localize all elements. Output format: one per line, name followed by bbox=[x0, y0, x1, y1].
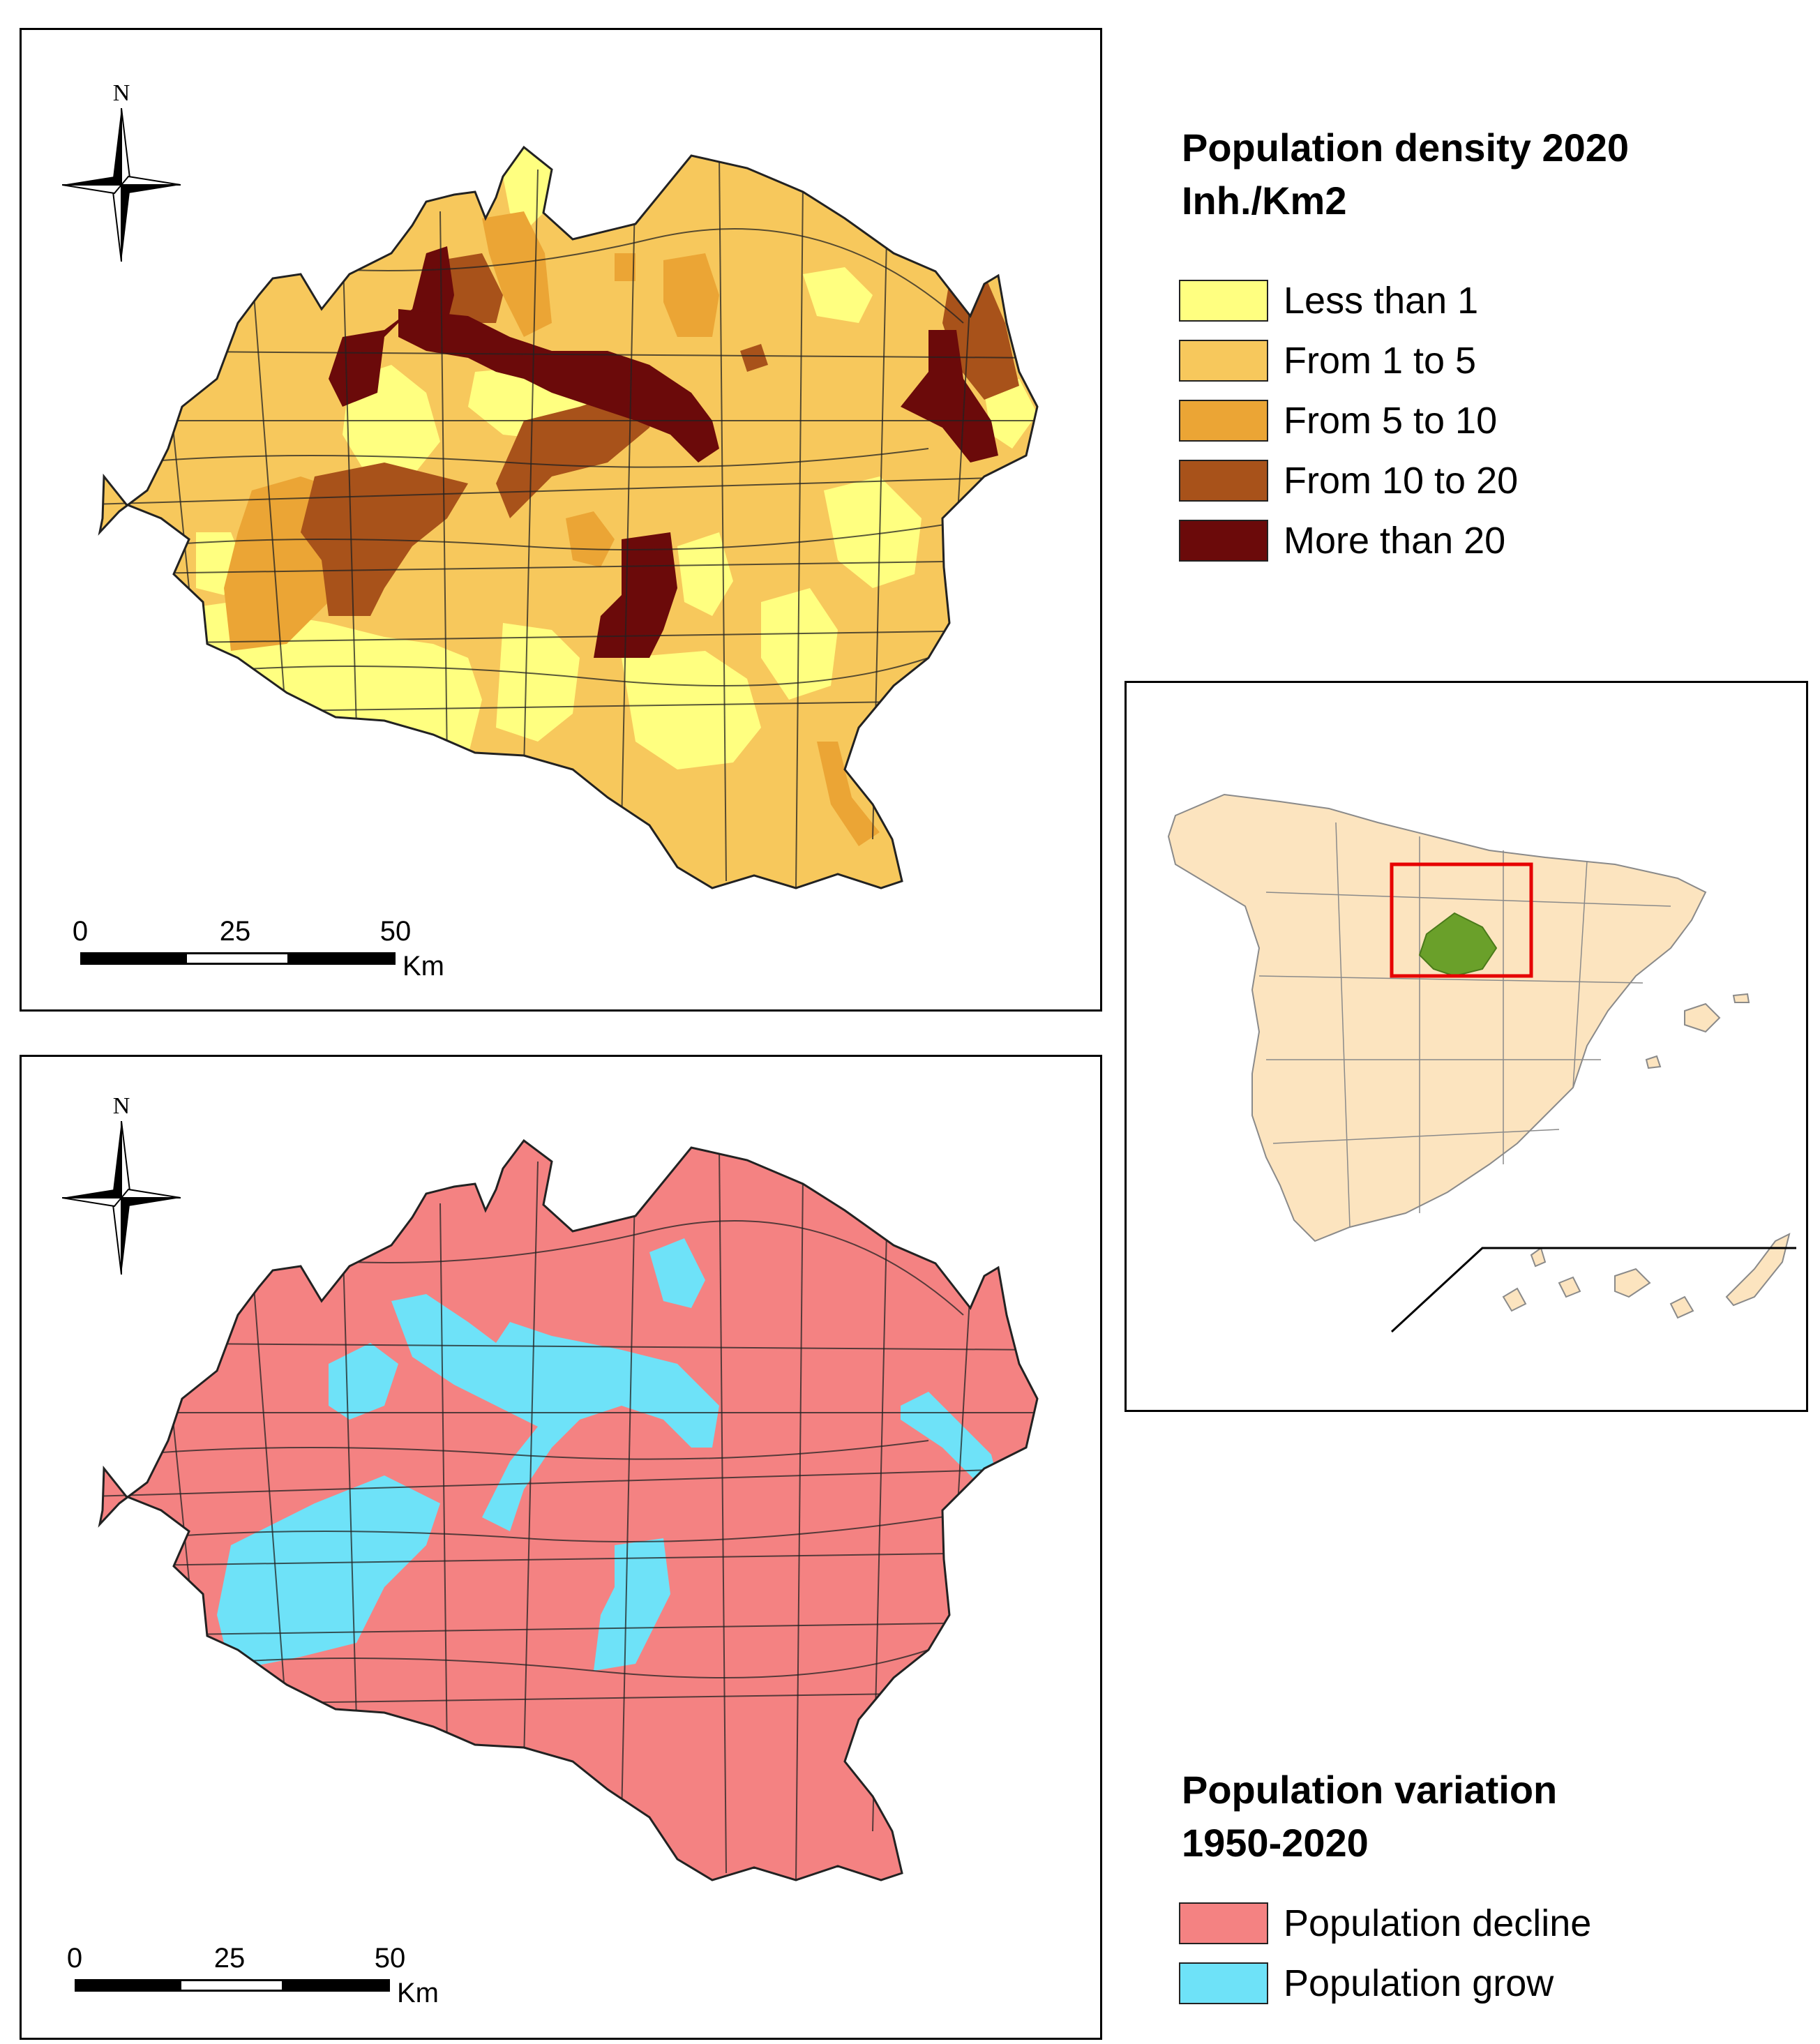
variation-map-frame: N 0 25 50 Km bbox=[20, 1055, 1102, 2040]
canary-island-4 bbox=[1669, 1295, 1694, 1319]
balearic-islands bbox=[1684, 1002, 1721, 1033]
legend-label: Population grow bbox=[1284, 1962, 1554, 2004]
variation-map bbox=[98, 1139, 1039, 1881]
canary-island-1 bbox=[1502, 1287, 1527, 1312]
variation-legend-title-line2: 1950-2020 bbox=[1182, 1821, 1369, 1865]
legend-label: From 10 to 20 bbox=[1284, 460, 1519, 502]
density-legend-title: Population density 2020 Inh./Km2 bbox=[1182, 121, 1629, 227]
legend-item-less-than-1: Less than 1 bbox=[1179, 271, 1518, 331]
legend-swatch bbox=[1179, 520, 1268, 562]
soria-highlight bbox=[1418, 912, 1498, 977]
legend-swatch bbox=[1179, 1902, 1268, 1944]
balearic-island-small bbox=[1732, 993, 1750, 1003]
scale-segment-3 bbox=[289, 952, 396, 965]
density-legend-title-line2: Inh./Km2 bbox=[1182, 179, 1347, 223]
spain-inset-frame bbox=[1125, 681, 1808, 1412]
legend-swatch bbox=[1179, 1962, 1268, 2004]
north-letter: N bbox=[112, 80, 130, 106]
spain-province-lines bbox=[1258, 822, 1671, 1228]
scale-bar: 0 25 50 Km bbox=[55, 1943, 474, 2020]
legend-label: Less than 1 bbox=[1284, 280, 1479, 322]
scale-tick-0: 0 bbox=[72, 916, 89, 947]
canary-divider-line bbox=[1390, 1247, 1796, 1333]
compass-north-arrow: N bbox=[62, 80, 181, 262]
scale-unit: Km bbox=[397, 1978, 439, 2008]
legend-swatch bbox=[1179, 340, 1268, 382]
spain-inset-map bbox=[1167, 793, 1796, 1333]
density-base-fill bbox=[100, 147, 1037, 888]
legend-swatch bbox=[1179, 280, 1268, 322]
legend-item-10-to-20: From 10 to 20 bbox=[1179, 451, 1518, 511]
compass-rose-icon bbox=[62, 108, 181, 262]
decline-base-fill bbox=[100, 1141, 1037, 1880]
scale-unit: Km bbox=[403, 951, 444, 982]
balearic-island-west bbox=[1645, 1055, 1662, 1069]
iberian-peninsula bbox=[1167, 793, 1707, 1242]
scale-segment-2 bbox=[179, 1979, 284, 1992]
canary-island-2 bbox=[1558, 1276, 1581, 1298]
scale-tick-25: 25 bbox=[213, 1943, 246, 1974]
compass-rose-icon bbox=[62, 1121, 181, 1275]
canary-island-3 bbox=[1614, 1268, 1651, 1298]
density-legend-title-line1: Population density 2020 bbox=[1182, 126, 1630, 170]
legend-item-population-decline: Population decline bbox=[1179, 1893, 1591, 1953]
legend-item-population-grow: Population grow bbox=[1179, 1953, 1591, 2013]
legend-item-1-to-5: From 1 to 5 bbox=[1179, 331, 1518, 391]
scale-segment-2 bbox=[185, 952, 289, 965]
legend-label: From 5 to 10 bbox=[1284, 400, 1498, 442]
density-map-frame: N 0 25 50 Km bbox=[20, 28, 1102, 1012]
legend-label: Population decline bbox=[1284, 1902, 1592, 1944]
scale-segment-1 bbox=[75, 1979, 179, 1992]
legend-swatch bbox=[1179, 400, 1268, 442]
density-province-outline bbox=[98, 145, 1039, 889]
variation-legend: Population decline Population grow bbox=[1179, 1893, 1591, 2013]
variation-province-outline bbox=[98, 1139, 1039, 1881]
legend-item-more-than-20: More than 20 bbox=[1179, 511, 1518, 571]
density-legend: Less than 1 From 1 to 5 From 5 to 10 Fro… bbox=[1179, 271, 1518, 571]
north-letter: N bbox=[112, 1093, 130, 1119]
scale-segment-1 bbox=[80, 952, 185, 965]
variation-legend-title: Population variation 1950-2020 bbox=[1182, 1764, 1557, 1870]
scale-segment-3 bbox=[284, 1979, 390, 1992]
scale-tick-50: 50 bbox=[379, 916, 412, 947]
compass-north-arrow: N bbox=[62, 1093, 181, 1275]
canary-island-6 bbox=[1530, 1247, 1547, 1268]
scale-tick-50: 50 bbox=[374, 1943, 406, 1974]
scale-tick-25: 25 bbox=[219, 916, 251, 947]
scale-bar: 0 25 50 Km bbox=[61, 916, 479, 993]
density-zones-more-than-20 bbox=[329, 246, 998, 658]
canary-island-5 bbox=[1725, 1233, 1791, 1307]
legend-swatch bbox=[1179, 460, 1268, 502]
location-box bbox=[1390, 862, 1533, 978]
density-map bbox=[98, 145, 1039, 889]
scale-tick-0: 0 bbox=[66, 1943, 83, 1974]
legend-label: More than 20 bbox=[1284, 520, 1506, 562]
legend-item-5-to-10: From 5 to 10 bbox=[1179, 391, 1518, 451]
legend-label: From 1 to 5 bbox=[1284, 340, 1477, 382]
variation-legend-title-line1: Population variation bbox=[1182, 1768, 1558, 1812]
